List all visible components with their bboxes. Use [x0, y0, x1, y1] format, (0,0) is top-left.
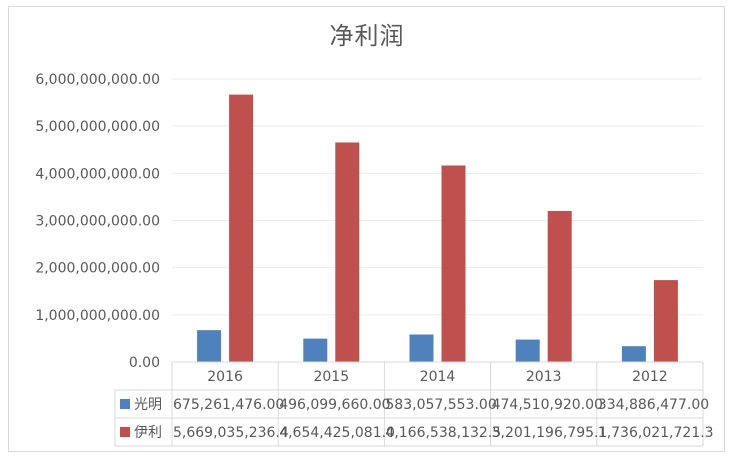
x-category-label: 2016: [207, 369, 243, 385]
chart-title: 净利润: [329, 22, 405, 50]
data-label: 4,166,538,132.5: [385, 425, 501, 441]
bar-伊利-2012: [653, 280, 678, 362]
data-label: 1,736,021,721.3: [598, 425, 714, 441]
y-tick-label: 4,000,000,000.00: [35, 166, 160, 182]
data-label: 496,099,660.00: [279, 397, 390, 413]
y-tick-label: 2,000,000,000.00: [35, 261, 160, 277]
x-category-label: 2013: [526, 369, 562, 385]
bar-光明-2013: [515, 339, 540, 362]
legend-label: 光明: [134, 397, 162, 413]
data-label: 474,510,920.00: [492, 397, 603, 413]
data-label: 675,261,476.00: [173, 397, 284, 413]
bar-光明-2015: [303, 338, 328, 362]
bar-伊利-2015: [335, 142, 360, 362]
bar-伊利-2016: [229, 94, 254, 362]
x-category-label: 2014: [420, 369, 456, 385]
y-tick-label: 0.00: [129, 355, 160, 371]
data-table: 2016 2015 2014 2013 2012 光明 675,261,476.00496,…: [114, 361, 714, 447]
legend-label: 伊利: [134, 425, 162, 441]
y-tick-label: 6,000,000,000.00: [35, 72, 160, 88]
y-tick-label: 1,000,000,000.00: [35, 308, 160, 324]
y-axis-ticks: 0.00 1,000,000,000.00 2,000,000,000.00 3,00…: [35, 72, 160, 371]
data-label: 583,057,553.00: [385, 397, 496, 413]
legend-swatch-伊利: [120, 427, 130, 437]
y-tick-label: 5,000,000,000.00: [35, 119, 160, 135]
y-tick-label: 3,000,000,000.00: [35, 214, 160, 230]
x-category-label: 2015: [313, 369, 349, 385]
bar-光明-2012: [621, 346, 646, 362]
gridlines: [172, 78, 703, 316]
bar-伊利-2014: [441, 165, 466, 362]
bar-伊利-2013: [547, 211, 572, 362]
bar-光明-2016: [197, 330, 222, 362]
data-label: 334,886,477.00: [598, 397, 709, 413]
data-label: 3,201,196,795.1: [492, 425, 608, 441]
data-label: 4,654,425,081.0: [279, 425, 395, 441]
chart-frame: [8, 6, 725, 452]
x-category-label: 2012: [632, 369, 668, 385]
bar-光明-2014: [409, 334, 434, 362]
legend-swatch-光明: [120, 399, 130, 409]
data-label: 5,669,035,236.4: [173, 425, 289, 441]
bar-marks: [197, 94, 678, 362]
